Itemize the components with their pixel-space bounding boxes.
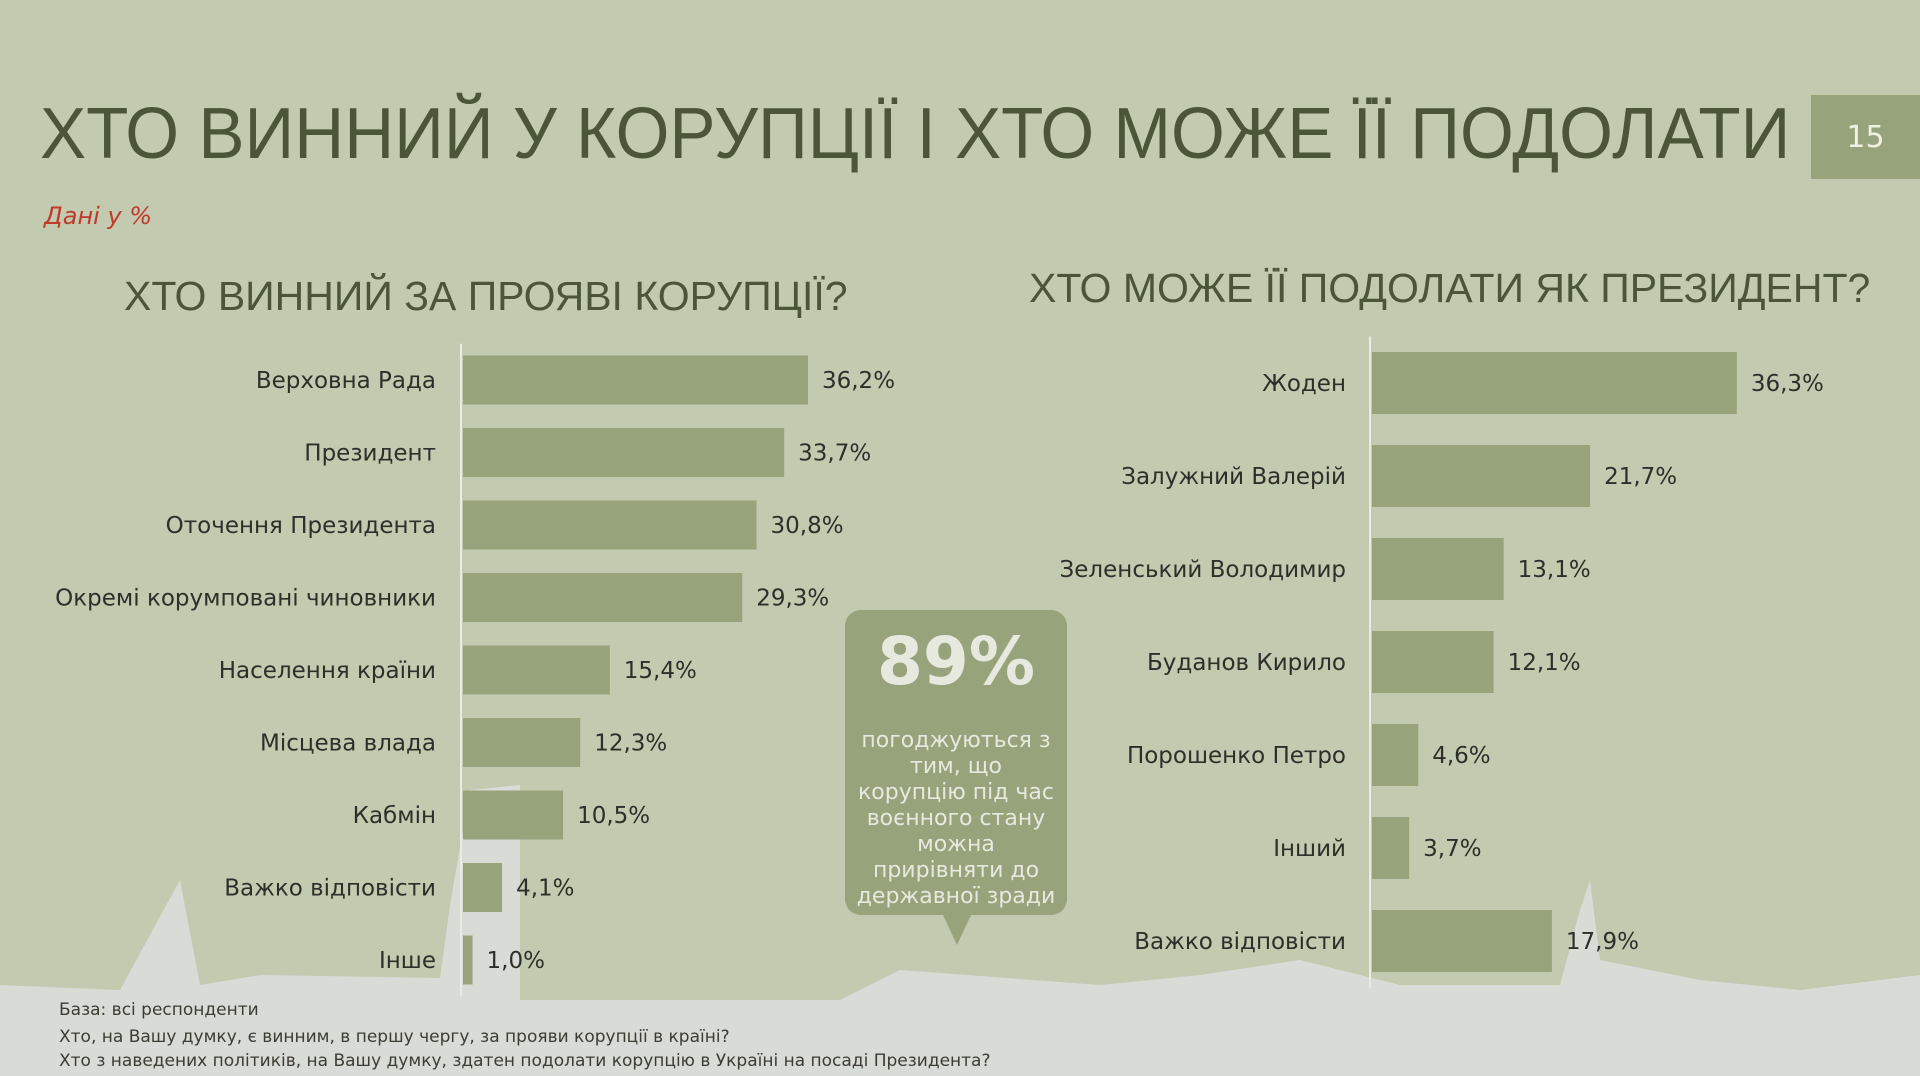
- bar: [1372, 538, 1504, 600]
- category-label: Жоден: [1262, 371, 1346, 397]
- category-label: Важко відповісти: [224, 876, 436, 902]
- bar: [463, 935, 473, 985]
- category-label: Порошенко Петро: [1127, 743, 1346, 769]
- bar: [463, 863, 503, 912]
- footnote-question-2: Хто з наведених політиків, на Вашу думку…: [59, 1051, 991, 1071]
- category-label: Кабмін: [353, 803, 436, 829]
- bar: [463, 645, 610, 695]
- page-title: ХТО ВИННИЙ У КОРУПЦІЇ І ХТО МОЖЕ ЇЇ ПОДО…: [40, 94, 1791, 174]
- callout-bubble: 89% погоджуються з тим, що корупцію під …: [845, 610, 1067, 945]
- data-label: 33,7%: [798, 441, 871, 467]
- bar: [1372, 910, 1552, 972]
- data-label: 12,1%: [1508, 650, 1581, 676]
- left-chart-title: ХТО ВИННИЙ ЗА ПРОЯВІ КОРУПЦІЇ?: [124, 273, 848, 319]
- bar: [463, 790, 564, 840]
- category-label: Президент: [304, 441, 436, 467]
- data-label: 4,1%: [516, 876, 574, 902]
- category-label: Інший: [1273, 836, 1346, 862]
- bar: [1372, 445, 1591, 507]
- data-label: 17,9%: [1566, 929, 1639, 955]
- right-chart-title: ХТО МОЖЕ ЇЇ ПОДОЛАТИ ЯК ПРЕЗИДЕНТ?: [1029, 265, 1871, 311]
- units-note: Дані у %: [44, 202, 153, 230]
- data-label: 1,0%: [487, 948, 545, 974]
- category-label: Окремі корумповані чиновники: [55, 586, 436, 612]
- callout-value: 89%: [877, 623, 1035, 700]
- data-label: 36,3%: [1751, 371, 1824, 397]
- category-label: Залужний Валерій: [1121, 464, 1346, 490]
- callout-text: погоджуються з тим, що корупцію під час …: [856, 728, 1056, 909]
- category-label: Населення країни: [219, 658, 436, 684]
- category-label: Важко відповісти: [1134, 929, 1346, 955]
- data-label: 21,7%: [1604, 464, 1677, 490]
- data-label: 4,6%: [1432, 743, 1490, 769]
- data-label: 36,2%: [822, 368, 895, 394]
- bar: [1372, 817, 1410, 879]
- data-label: 12,3%: [594, 731, 667, 757]
- page-number: 15: [1811, 95, 1920, 179]
- data-label: 3,7%: [1423, 836, 1481, 862]
- category-label: Оточення Президента: [166, 513, 436, 539]
- category-label: Зеленський Володимир: [1060, 557, 1346, 583]
- category-label: Місцева влада: [260, 731, 436, 757]
- data-label: 30,8%: [771, 513, 844, 539]
- bar: [1372, 352, 1737, 414]
- bar: [463, 355, 808, 405]
- bar: [1372, 631, 1494, 693]
- bar: [463, 500, 757, 550]
- data-label: 13,1%: [1518, 557, 1591, 583]
- chart-right: Жоден 36,3% Залужний Валерій 21,7% Зеленськи…: [1060, 336, 1824, 988]
- bar: [463, 718, 581, 767]
- chart-left: Верховна Рада 36,2% Президент 33,7% Оточення…: [55, 343, 895, 997]
- data-label: 29,3%: [756, 586, 829, 612]
- data-label: 15,4%: [624, 658, 697, 684]
- bar: [1372, 724, 1419, 786]
- bar: [463, 428, 785, 477]
- footnote-base: База: всі респонденти: [59, 1000, 259, 1020]
- category-label: Верховна Рада: [256, 368, 436, 394]
- data-label: 10,5%: [577, 803, 650, 829]
- bar: [463, 573, 743, 622]
- category-label: Інше: [379, 948, 436, 974]
- footnote-question-1: Хто, на Вашу думку, є винним, в першу че…: [59, 1027, 730, 1047]
- category-label: Буданов Кирило: [1147, 650, 1346, 676]
